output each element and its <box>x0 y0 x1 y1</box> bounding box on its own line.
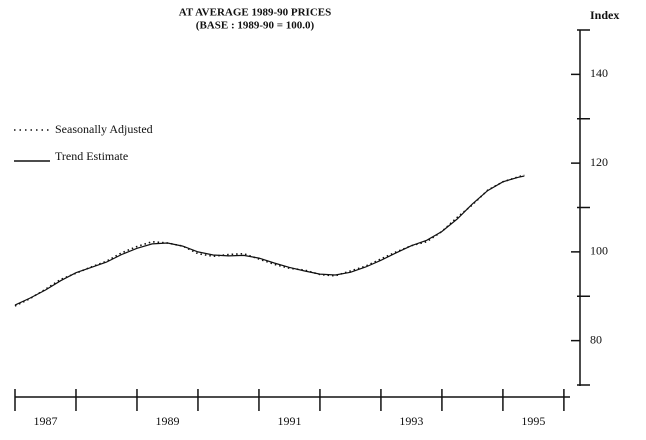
x-tick-label: 1991 <box>277 414 301 428</box>
x-tick-label: 1987 <box>33 414 57 428</box>
series-line <box>14 174 525 307</box>
y-tick-label: 100 <box>590 244 608 258</box>
y-tick-label: 80 <box>590 332 602 346</box>
legend-label: Trend Estimate <box>55 149 128 163</box>
y-axis-label: Index <box>590 8 619 22</box>
chart-title-line: AT AVERAGE 1989-90 PRICES <box>179 7 332 19</box>
series-line <box>14 175 525 306</box>
y-tick-label: 140 <box>590 66 608 80</box>
legend-label: Seasonally Adjusted <box>55 122 153 136</box>
chart-title-line: (BASE : 1989-90 = 100.0) <box>196 20 315 32</box>
x-tick-label: 1993 <box>399 414 423 428</box>
x-tick-label: 1995 <box>521 414 545 428</box>
y-tick-label: 120 <box>590 155 608 169</box>
x-tick-label: 1989 <box>155 414 179 428</box>
